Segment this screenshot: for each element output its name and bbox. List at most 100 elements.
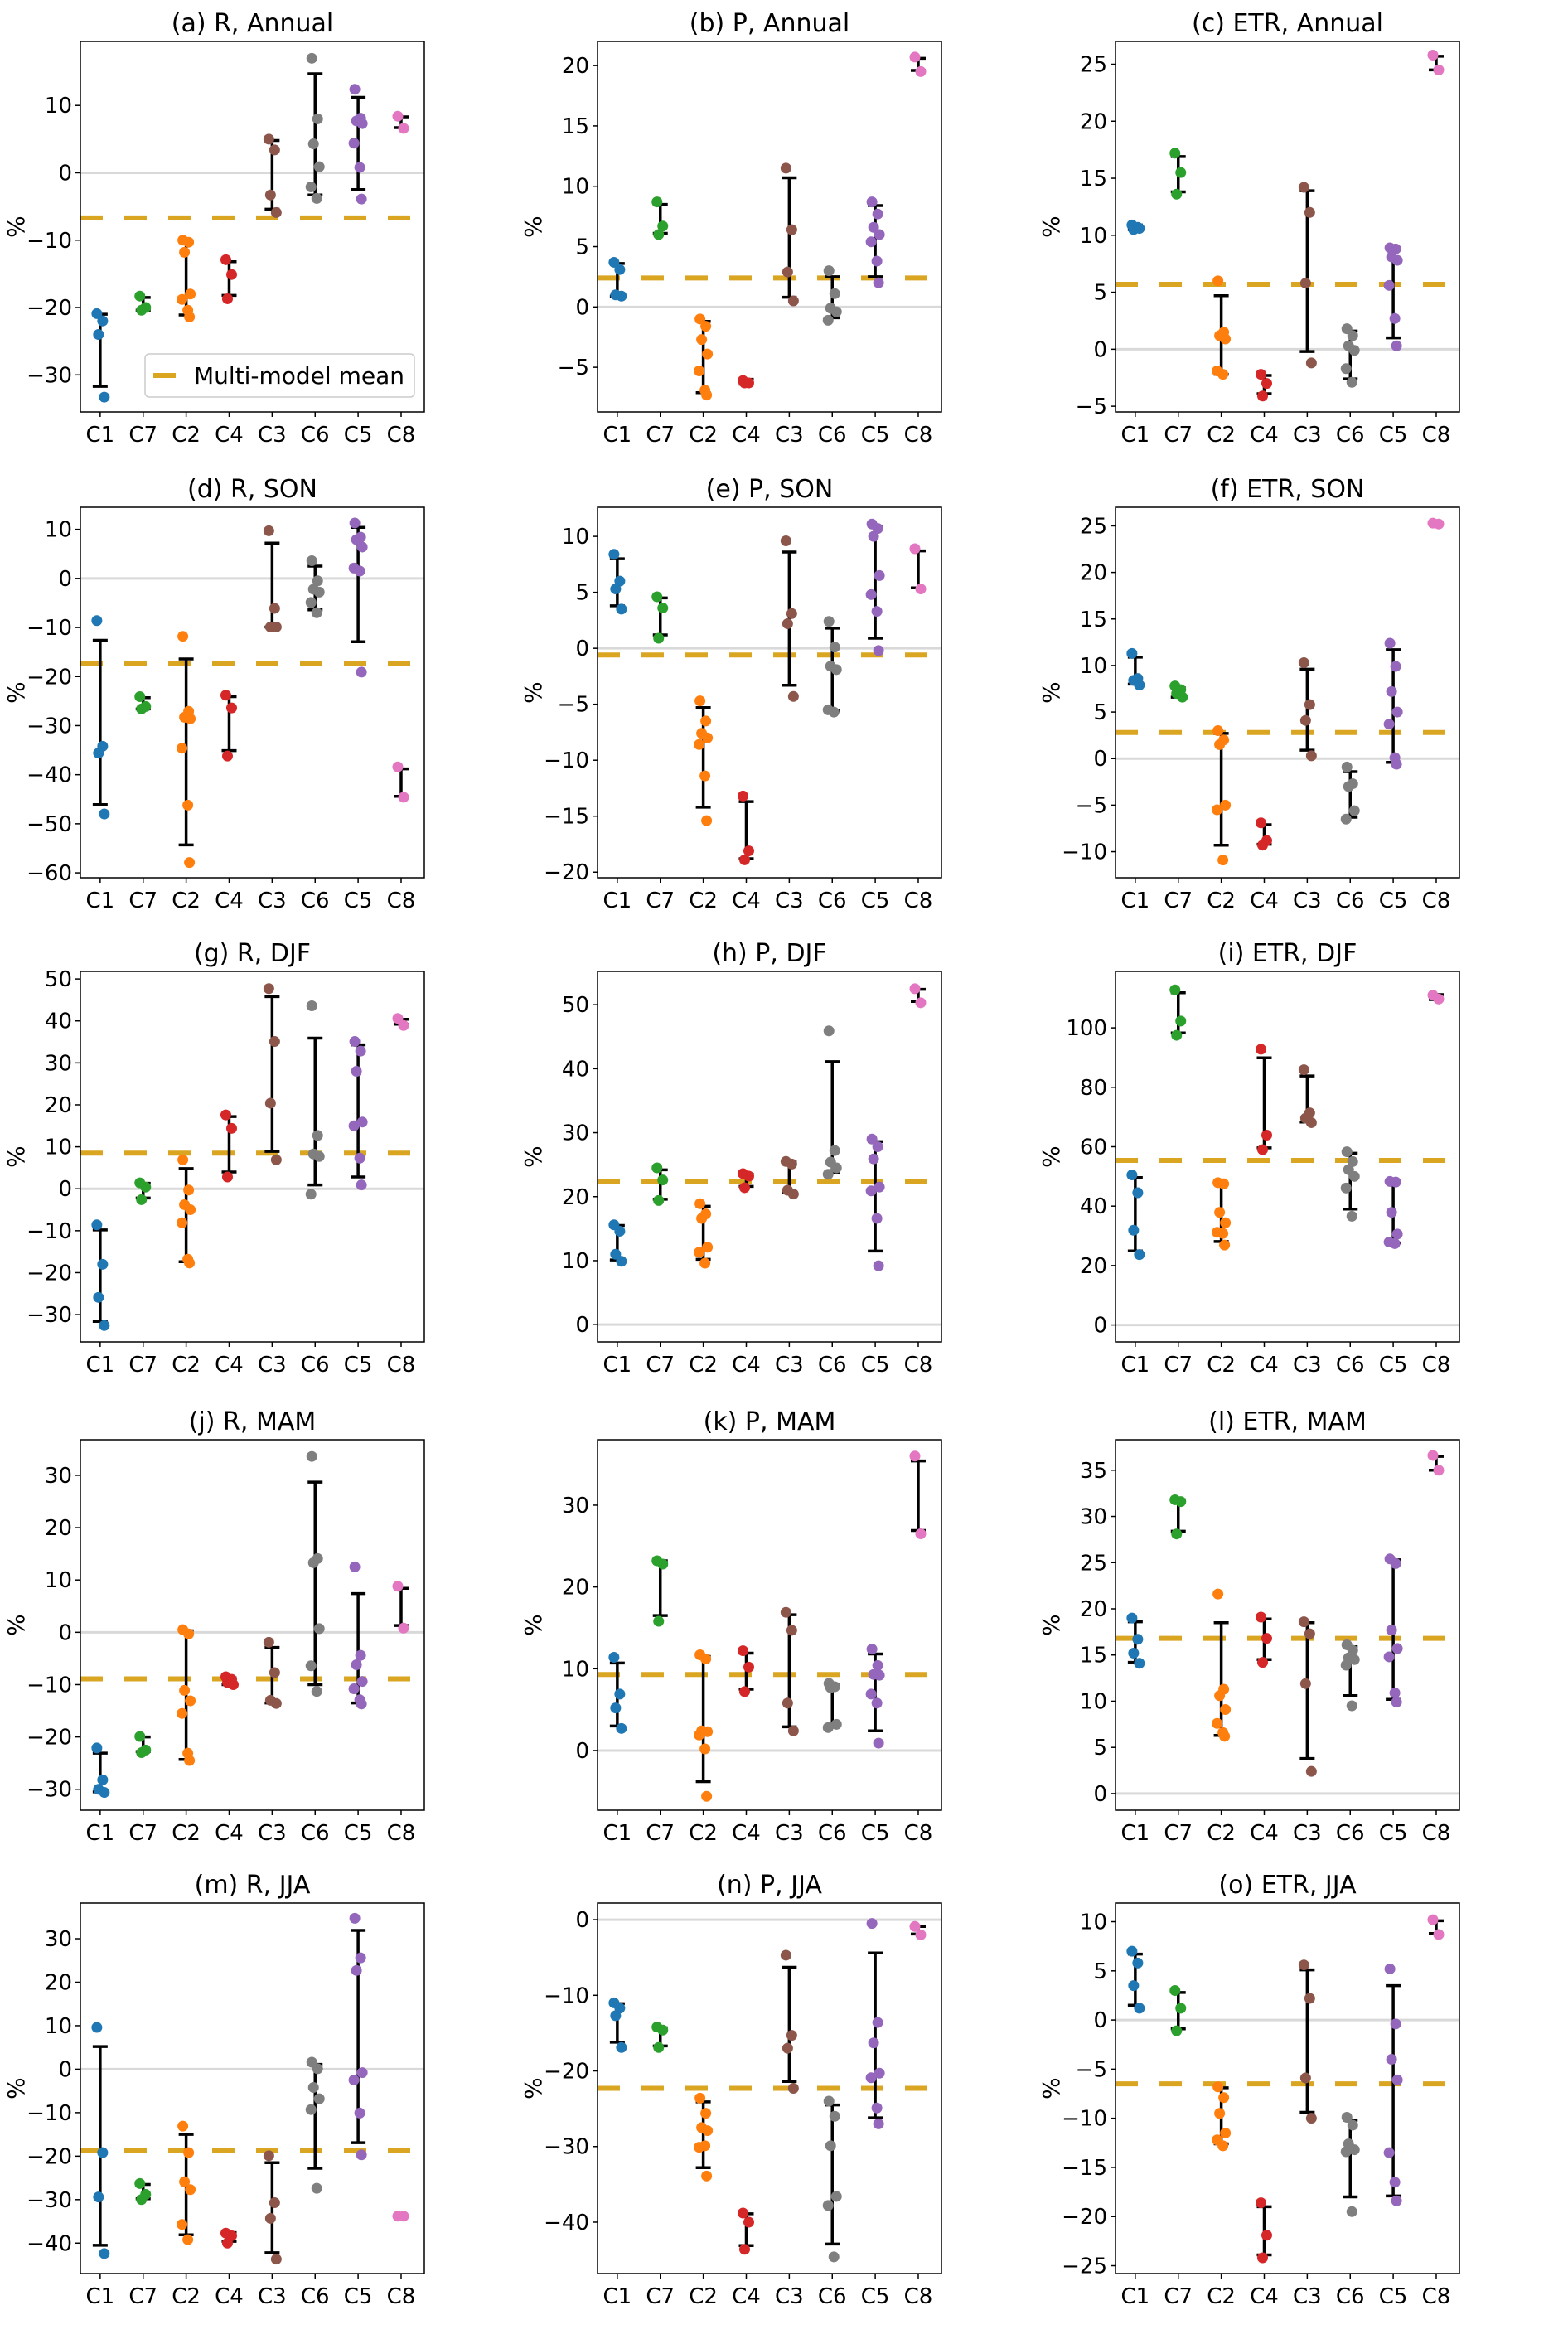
data-point-C8 bbox=[909, 1920, 921, 1932]
x-tick-label: C8 bbox=[387, 2284, 416, 2309]
data-point-C5 bbox=[349, 1561, 361, 1572]
data-point-C6 bbox=[305, 597, 317, 608]
data-point-C2 bbox=[694, 1729, 705, 1741]
data-point-C2 bbox=[694, 739, 705, 750]
data-point-C1 bbox=[99, 1787, 110, 1799]
y-tick-label: 10 bbox=[562, 1249, 589, 1274]
data-point-C7 bbox=[134, 2177, 146, 2189]
data-point-C6 bbox=[1340, 2146, 1352, 2158]
data-point-C1 bbox=[616, 290, 627, 302]
data-point-C6 bbox=[1347, 330, 1358, 341]
data-point-C1 bbox=[608, 1651, 620, 1663]
data-point-C3 bbox=[780, 535, 791, 547]
data-point-C5 bbox=[356, 1676, 368, 1688]
data-point-C8 bbox=[392, 1581, 404, 1592]
subplot-b: (b) P, Annual −5 0 5 10 15 20 C1 C7 C2 C4 C3 C6 C5 C8% bbox=[520, 9, 942, 448]
y-tick-label: 10 bbox=[45, 518, 72, 543]
subplot-title: (k) P, MAM bbox=[704, 1407, 836, 1436]
group-C4 bbox=[220, 1109, 237, 1183]
data-point-C1 bbox=[616, 1722, 627, 1734]
group-C5 bbox=[865, 1133, 885, 1271]
group-C8 bbox=[392, 110, 409, 134]
x-tick-label: C7 bbox=[1164, 423, 1193, 448]
data-point-C3 bbox=[782, 266, 793, 278]
data-point-C8 bbox=[392, 1013, 404, 1024]
data-point-C3 bbox=[1298, 1064, 1309, 1076]
group-C1 bbox=[608, 1651, 627, 1734]
x-tick-label: C2 bbox=[689, 1353, 718, 1378]
y-tick-label: 5 bbox=[575, 235, 589, 260]
group-C2 bbox=[1212, 2081, 1232, 2152]
data-point-C5 bbox=[1389, 2177, 1401, 2188]
subplot-title: (i) ETR, DJF bbox=[1218, 939, 1357, 968]
data-point-C2 bbox=[1212, 725, 1224, 737]
x-tick-label: C8 bbox=[1422, 1821, 1451, 1846]
data-point-C3 bbox=[1299, 714, 1311, 726]
group-C5 bbox=[865, 1918, 885, 2129]
x-tick-label: C8 bbox=[1422, 2284, 1451, 2309]
data-point-C2 bbox=[1220, 1703, 1232, 1715]
group-C8 bbox=[1427, 50, 1445, 75]
axes-frame bbox=[80, 41, 425, 413]
data-point-C5 bbox=[348, 2075, 360, 2086]
data-point-C2 bbox=[1214, 1690, 1226, 1702]
data-point-C3 bbox=[270, 621, 282, 632]
y-tick-label: 0 bbox=[1093, 1314, 1107, 1339]
data-point-C7 bbox=[1171, 188, 1183, 200]
data-point-C5 bbox=[866, 1644, 878, 1655]
x-tick-label: C1 bbox=[86, 889, 115, 913]
data-point-C6 bbox=[313, 586, 325, 598]
y-tick-label: −10 bbox=[27, 1219, 72, 1244]
data-point-C1 bbox=[99, 391, 110, 403]
x-tick-label: C2 bbox=[172, 889, 201, 913]
data-point-C5 bbox=[356, 2067, 368, 2079]
y-tick-label: −5 bbox=[1076, 395, 1107, 419]
y-tick-label: 0 bbox=[575, 1313, 589, 1338]
x-tick-label: C4 bbox=[215, 2284, 244, 2309]
x-tick-label: C7 bbox=[646, 423, 675, 448]
data-point-C1 bbox=[91, 615, 103, 627]
data-point-C1 bbox=[608, 549, 620, 560]
data-point-C6 bbox=[312, 575, 323, 587]
data-point-C8 bbox=[1433, 1465, 1445, 1476]
group-C3 bbox=[1298, 1616, 1317, 1777]
group-C7 bbox=[1169, 1494, 1187, 1540]
y-tick-label: 20 bbox=[1080, 561, 1107, 586]
x-tick-label: C2 bbox=[172, 423, 201, 448]
data-point-C1 bbox=[91, 308, 103, 319]
group-C7 bbox=[651, 196, 669, 240]
group-C2 bbox=[1212, 1177, 1232, 1251]
group-C4 bbox=[1255, 2197, 1272, 2264]
data-point-C1 bbox=[1134, 1658, 1145, 1669]
data-point-C2 bbox=[694, 695, 706, 707]
data-point-C5 bbox=[1389, 1237, 1401, 1249]
data-point-C4 bbox=[1256, 1657, 1268, 1668]
data-point-C2 bbox=[701, 815, 713, 826]
group-C8 bbox=[392, 761, 409, 803]
x-tick-label: C7 bbox=[128, 2284, 157, 2309]
data-point-C4 bbox=[1256, 1144, 1268, 1155]
y-tick-label: 15 bbox=[1080, 608, 1107, 632]
x-tick-label: C3 bbox=[1293, 1821, 1322, 1846]
axes-frame bbox=[1115, 971, 1460, 1343]
y-tick-label: 5 bbox=[1093, 1736, 1107, 1760]
data-point-C2 bbox=[184, 311, 196, 322]
data-point-C2 bbox=[1217, 1228, 1229, 1239]
x-tick-label: C2 bbox=[689, 2284, 718, 2309]
x-tick-label: C8 bbox=[387, 889, 416, 913]
data-point-C1 bbox=[614, 264, 626, 275]
y-tick-label: 80 bbox=[1080, 1076, 1107, 1101]
data-point-C2 bbox=[694, 1247, 705, 1258]
x-tick-label: C2 bbox=[172, 1353, 201, 1378]
data-point-C6 bbox=[829, 1145, 840, 1156]
x-tick-label: C5 bbox=[861, 889, 890, 913]
y-tick-label: 20 bbox=[45, 1970, 72, 1995]
y-axis-label: % bbox=[520, 1614, 547, 1636]
x-tick-label: C4 bbox=[732, 889, 761, 913]
data-point-C1 bbox=[91, 1219, 103, 1231]
y-tick-label: 25 bbox=[1080, 53, 1107, 78]
x-tick-label: C4 bbox=[732, 2284, 761, 2309]
data-point-C6 bbox=[313, 1150, 325, 1162]
data-point-C1 bbox=[93, 748, 104, 759]
y-axis-label: % bbox=[2, 2077, 30, 2099]
